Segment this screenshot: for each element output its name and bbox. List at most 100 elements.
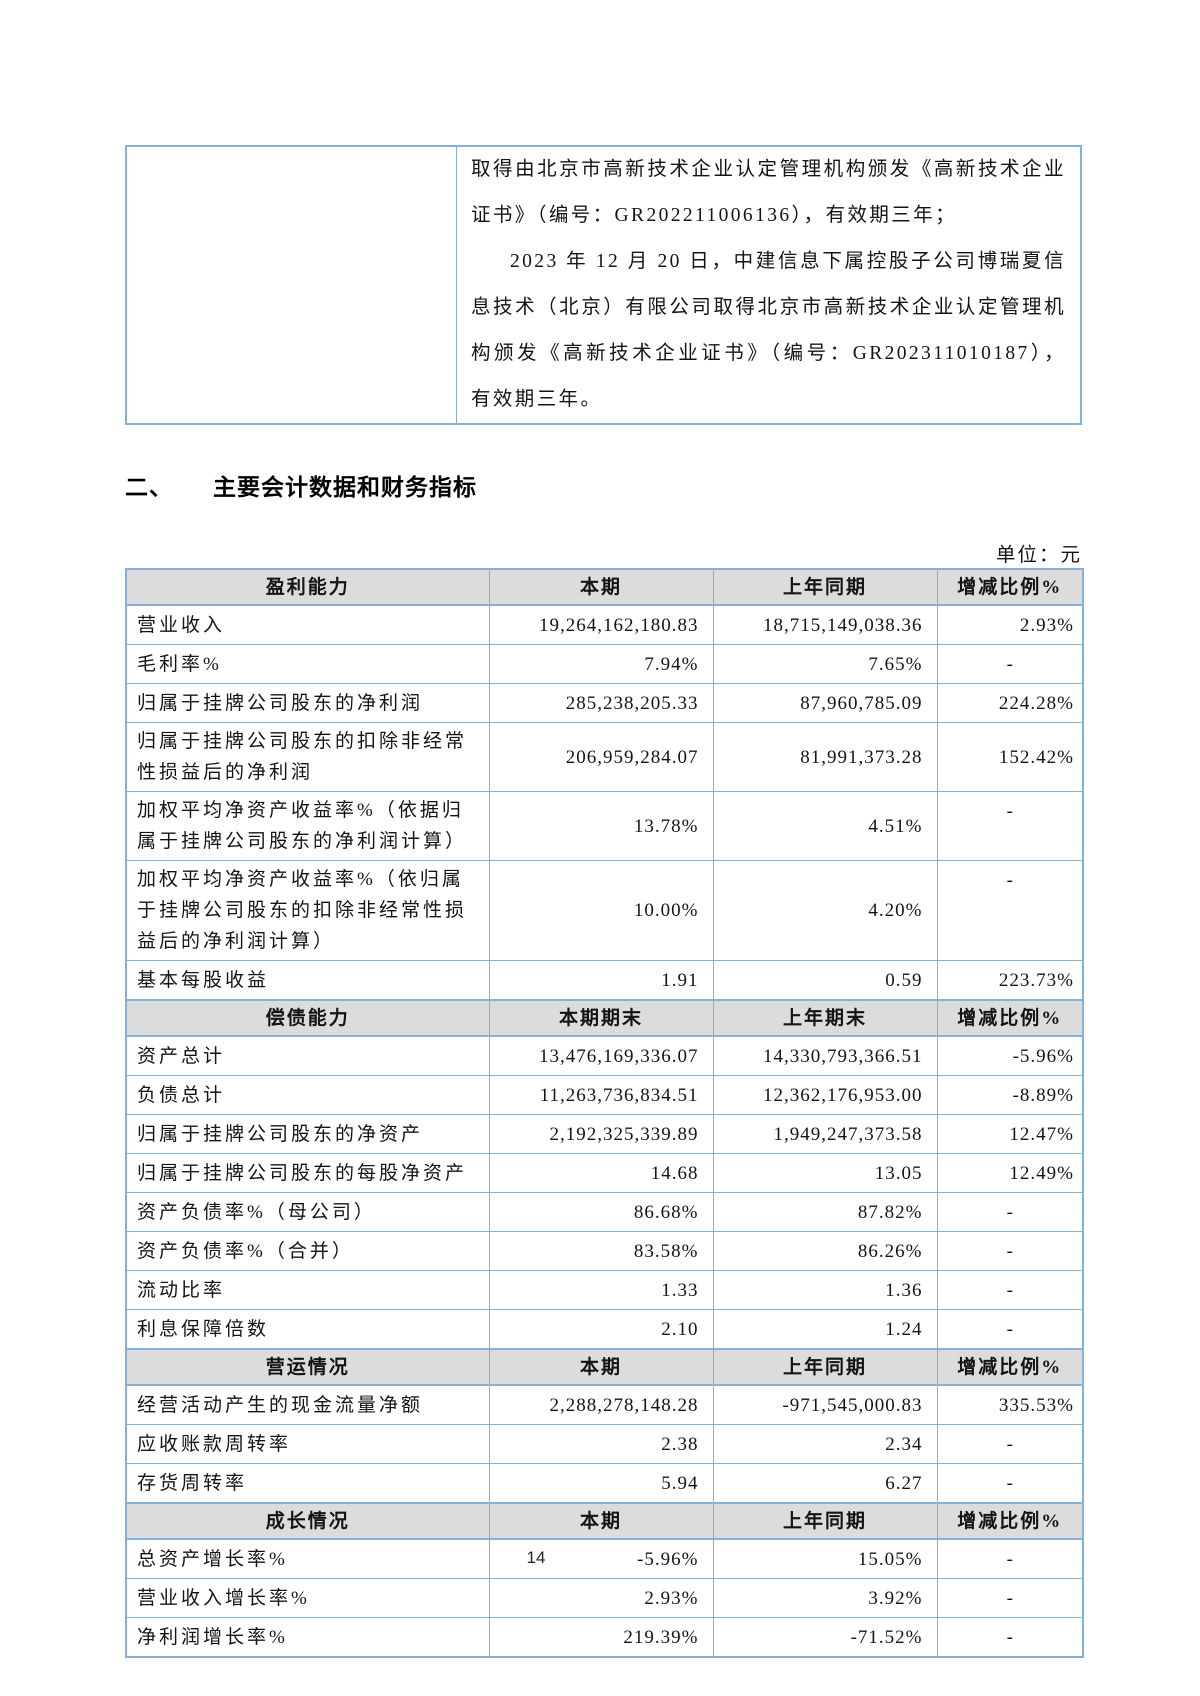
change-ratio-cell: - <box>936 1424 1084 1464</box>
prior-period-cell: 3.92% <box>712 1578 938 1618</box>
column-header: 成长情况 <box>125 1502 490 1540</box>
section-title: 主要会计数据和财务指标 <box>213 474 477 500</box>
table-row: 取得由北京市高新技术企业认定管理机构颁发《高新技术企业证书》（编号：GR2022… <box>125 145 1082 425</box>
current-period-cell: 7.94% <box>488 644 714 684</box>
prior-period-cell: 4.20% <box>712 860 938 961</box>
prior-period-cell: 87,960,785.09 <box>712 683 938 723</box>
metric-label-cell: 归属于挂牌公司股东的净利润 <box>125 683 490 723</box>
metric-label-cell: 加权平均净资产收益率%（依归属于挂牌公司股东的扣除非经常性损益后的净利润计算） <box>125 860 490 961</box>
change-ratio-cell: - <box>936 1463 1084 1504</box>
section-number: 二、 <box>125 474 173 500</box>
table-row: 总资产增长率% -5.96% 15.05% - <box>125 1538 1084 1579</box>
table-row: 加权平均净资产收益率%（依据归属于挂牌公司股东的净利润计算） 13.78% 4.51… <box>125 791 1084 861</box>
change-ratio-cell: 223.73% <box>936 960 1084 1001</box>
current-period-cell: -5.96% <box>488 1538 714 1579</box>
table-row: 加权平均净资产收益率%（依归属于挂牌公司股东的扣除非经常性损益后的净利润计算） 1… <box>125 860 1084 961</box>
prior-period-cell: -71.52% <box>712 1617 938 1658</box>
current-period-cell: 1.33 <box>488 1270 714 1310</box>
metric-label-cell: 存货周转率 <box>125 1463 490 1504</box>
metric-label-cell: 毛利率% <box>125 644 490 684</box>
prior-period-cell: 0.59 <box>712 960 938 1001</box>
table-row: 归属于挂牌公司股东的净资产 2,192,325,339.89 1,949,247,3… <box>125 1114 1084 1154</box>
column-header: 盈利能力 <box>125 568 490 606</box>
table-row: 资产总计 13,476,169,336.07 14,330,793,366.51 -5… <box>125 1035 1084 1076</box>
prior-period-cell: -971,545,000.83 <box>712 1384 938 1425</box>
prior-period-cell: 86.26% <box>712 1231 938 1271</box>
metric-label-cell: 负债总计 <box>125 1075 490 1115</box>
current-period-cell: 285,238,205.33 <box>488 683 714 723</box>
column-header: 营运情况 <box>125 1348 490 1386</box>
continuation-left-cell <box>125 145 457 425</box>
column-header: 上年同期 <box>712 568 938 606</box>
metric-label-cell: 净利润增长率% <box>125 1617 490 1658</box>
change-ratio-cell: - <box>936 1538 1084 1579</box>
change-ratio-cell: 335.53% <box>936 1384 1084 1425</box>
current-period-cell: 10.00% <box>488 860 714 961</box>
current-period-cell: 1.91 <box>488 960 714 1001</box>
column-header: 本期 <box>488 1502 714 1540</box>
table-row: 毛利率% 7.94% 7.65% - <box>125 644 1084 684</box>
change-ratio-cell: - <box>936 1192 1084 1232</box>
table-row: 归属于挂牌公司股东的净利润 285,238,205.33 87,960,785.09… <box>125 683 1084 723</box>
column-header: 增减比例% <box>936 568 1084 606</box>
change-ratio-cell: 12.47% <box>936 1114 1084 1154</box>
table-row: 经营活动产生的现金流量净额 2,288,278,148.28 -971,545,00… <box>125 1384 1084 1425</box>
section-header-row: 盈利能力 本期 上年同期 增减比例% <box>125 568 1084 606</box>
prior-period-cell: 18,715,149,038.36 <box>712 604 938 645</box>
metric-label-cell: 资产负债率%（合并） <box>125 1231 490 1271</box>
current-period-cell: 2,192,325,339.89 <box>488 1114 714 1154</box>
current-period-cell: 13,476,169,336.07 <box>488 1035 714 1076</box>
metric-label-cell: 资产总计 <box>125 1035 490 1076</box>
metric-label-cell: 经营活动产生的现金流量净额 <box>125 1384 490 1425</box>
section-heading: 二、 主要会计数据和财务指标 <box>125 468 477 502</box>
current-period-cell: 83.58% <box>488 1231 714 1271</box>
change-ratio-cell: - <box>936 1617 1084 1658</box>
change-ratio-cell: 2.93% <box>936 604 1084 645</box>
metric-label-cell: 流动比率 <box>125 1270 490 1310</box>
metric-label-cell: 加权平均净资产收益率%（依据归属于挂牌公司股东的净利润计算） <box>125 791 490 861</box>
column-header: 上年期末 <box>712 999 938 1037</box>
change-ratio-cell: - <box>936 1578 1084 1618</box>
current-period-cell: 2.10 <box>488 1309 714 1350</box>
prior-period-cell: 1.24 <box>712 1309 938 1350</box>
column-header: 本期 <box>488 568 714 606</box>
prior-period-cell: 6.27 <box>712 1463 938 1504</box>
table-row: 基本每股收益 1.91 0.59 223.73% <box>125 960 1084 1001</box>
column-header: 本期期末 <box>488 999 714 1037</box>
financial-table: 盈利能力 本期 上年同期 增减比例% 营业收入 19,264,162,180.83 18,7… <box>125 568 1084 1658</box>
paragraph: 取得由北京市高新技术企业认定管理机构颁发《高新技术企业证书》（编号：GR2022… <box>471 159 1066 226</box>
prior-period-cell: 14,330,793,366.51 <box>712 1035 938 1076</box>
change-ratio-cell: - <box>936 644 1084 684</box>
page-number: 14 <box>526 1548 546 1567</box>
prior-period-cell: 81,991,373.28 <box>712 722 938 792</box>
prior-period-cell: 1.36 <box>712 1270 938 1310</box>
change-ratio-cell: - <box>936 1309 1084 1350</box>
continuation-text-cell: 取得由北京市高新技术企业认定管理机构颁发《高新技术企业证书》（编号：GR2022… <box>456 145 1082 425</box>
column-header: 上年同期 <box>712 1502 938 1540</box>
current-period-cell: 2.38 <box>488 1424 714 1464</box>
metric-label-cell: 应收账款周转率 <box>125 1424 490 1464</box>
prior-period-cell: 7.65% <box>712 644 938 684</box>
prior-period-cell: 4.51% <box>712 791 938 861</box>
column-header: 增减比例% <box>936 1502 1084 1540</box>
column-header: 本期 <box>488 1348 714 1386</box>
metric-label-cell: 归属于挂牌公司股东的净资产 <box>125 1114 490 1154</box>
metric-label-cell: 资产负债率%（母公司） <box>125 1192 490 1232</box>
change-ratio-cell: - <box>936 1270 1084 1310</box>
table-row: 营业收入增长率% 2.93% 3.92% - <box>125 1578 1084 1618</box>
column-header: 偿债能力 <box>125 999 490 1037</box>
column-header: 增减比例% <box>936 999 1084 1037</box>
current-period-cell: 5.94 <box>488 1463 714 1504</box>
metric-label-cell: 营业收入增长率% <box>125 1578 490 1618</box>
metric-label-cell: 归属于挂牌公司股东的每股净资产 <box>125 1153 490 1193</box>
change-ratio-cell: - <box>936 791 1084 861</box>
prior-period-cell: 1,949,247,373.58 <box>712 1114 938 1154</box>
metric-label-cell: 归属于挂牌公司股东的扣除非经常性损益后的净利润 <box>125 722 490 792</box>
metric-label-cell: 基本每股收益 <box>125 960 490 1001</box>
unit-label: 单位：元 <box>995 545 1082 566</box>
paragraph: 2023 年 12 月 20 日，中建信息下属控股子公司博瑞夏信息技术（北京）有… <box>471 251 1066 410</box>
metric-label-cell: 总资产增长率% <box>125 1538 490 1579</box>
current-period-cell: 86.68% <box>488 1192 714 1232</box>
change-ratio-cell: - <box>936 1231 1084 1271</box>
